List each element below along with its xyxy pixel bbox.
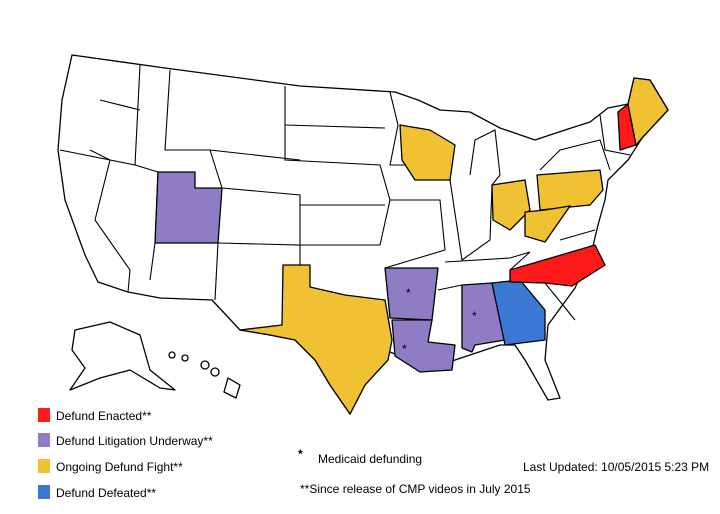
wisconsin <box>399 124 456 181</box>
state-borders <box>164 69 301 161</box>
medicaid-label: Medicaid defunding <box>318 452 422 466</box>
hawaii <box>168 351 241 399</box>
texas <box>239 264 393 415</box>
medicaid-mark: * <box>472 309 477 323</box>
legend-label: Defund Enacted** <box>56 409 152 423</box>
legend-swatch <box>38 433 50 447</box>
state-borders <box>449 179 493 261</box>
state-borders <box>209 149 301 246</box>
footnote: **Since release of CMP videos in July 20… <box>300 482 531 496</box>
maine <box>627 77 669 146</box>
medicaid-mark: * <box>406 286 411 300</box>
ohio <box>491 179 531 231</box>
us-map: * * * <box>57 54 669 415</box>
state-borders <box>89 149 131 293</box>
utah <box>154 171 223 244</box>
state-borders <box>539 139 611 171</box>
pennsylvania <box>536 169 604 211</box>
medicaid-symbol: * <box>298 447 303 461</box>
state-borders <box>284 124 386 129</box>
alaska <box>69 321 176 391</box>
legend-swatch <box>38 485 50 499</box>
state-borders <box>384 199 446 269</box>
arkansas <box>384 267 439 321</box>
state-borders <box>99 99 141 111</box>
state-borders <box>444 251 531 271</box>
state-borders <box>283 86 391 266</box>
legend-label: Defund Litigation Underway** <box>56 434 213 448</box>
legend-label: Ongoing Defund Fight** <box>56 460 183 474</box>
west-virginia <box>524 205 571 243</box>
last-updated: Last Updated: 10/05/2015 5:23 PM <box>523 460 709 474</box>
north-carolina <box>509 244 606 287</box>
state-borders <box>599 114 631 156</box>
legend-swatch <box>38 408 50 422</box>
legend-swatch <box>38 459 50 473</box>
louisiana <box>391 319 456 373</box>
legend-label: Defund Defeated** <box>56 486 156 500</box>
state-borders <box>469 129 501 186</box>
medicaid-mark: * <box>402 342 407 356</box>
legend: Defund Enacted** Defund Litigation Under… <box>38 408 213 500</box>
state-borders <box>559 229 596 241</box>
state-borders <box>544 282 576 321</box>
